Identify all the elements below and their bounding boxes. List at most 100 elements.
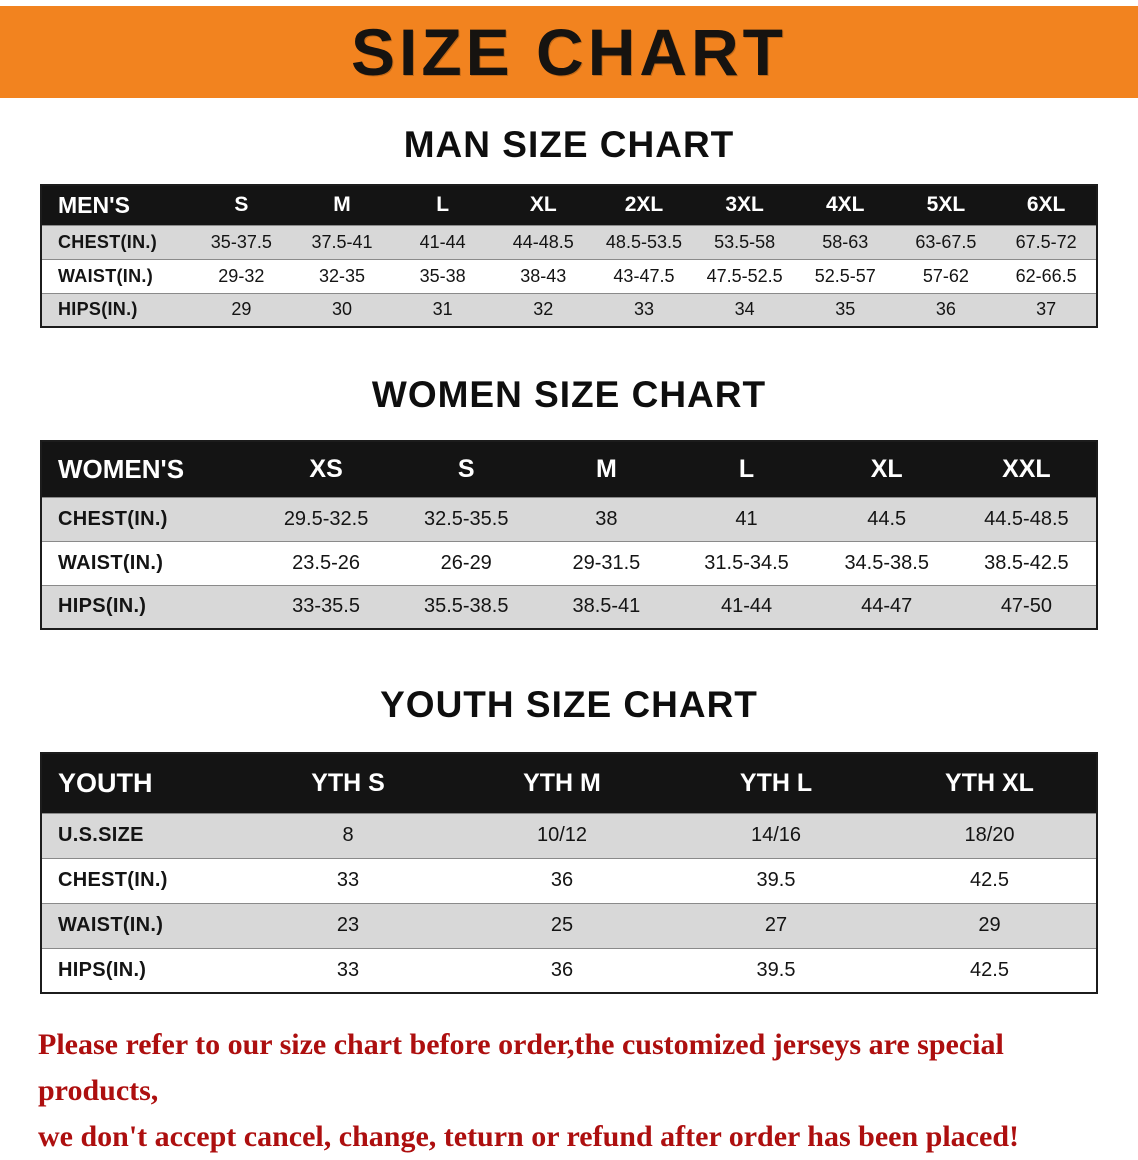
table-cell: 67.5-72 [996,224,1097,259]
header-row: WOMEN'S XS S M L XL XXL [41,441,1097,497]
row-label: WAIST(IN.) [41,540,256,585]
youth-size-table: YOUTH YTH S YTH M YTH L YTH XL U.S.SIZE 8 10/12… [40,752,1098,994]
table-cell: 47-50 [956,584,1097,629]
table-cell: 39.5 [669,947,883,993]
table-cell: 44.5 [816,496,957,541]
table-cell: 35-38 [392,258,493,293]
row-label: WAIST(IN.) [41,258,191,293]
order-notice: Please refer to our size chart before or… [38,1022,1100,1160]
table-cell: 37.5-41 [291,224,393,259]
column-header: YTH M [455,753,669,813]
table-row: HIPS(IN.) 33-35.5 35.5-38.5 38.5-41 41-44 44-… [41,584,1097,629]
table-row: WAIST(IN.) 23 25 27 29 [41,902,1097,948]
header-row: MEN'S S M L XL 2XL 3XL 4XL 5XL 6XL [41,185,1097,225]
table-cell: 35.5-38.5 [396,584,537,629]
table-cell: 8 [241,812,455,858]
table-cell: 36 [895,292,997,327]
table-cell: 26-29 [396,540,537,585]
table-cell: 38.5-41 [536,584,677,629]
column-header: XL [816,441,957,497]
table-cell: 29 [883,902,1097,948]
table-cell: 44-48.5 [492,224,594,259]
table-cell: 32-35 [291,258,393,293]
table-cell: 34.5-38.5 [816,540,957,585]
table-cell: 14/16 [669,812,883,858]
table-cell: 31.5-34.5 [676,540,817,585]
table-cell: 29 [191,292,292,327]
table-cell: 36 [455,947,669,993]
table-row: U.S.SIZE 8 10/12 14/16 18/20 [41,812,1097,858]
column-header: YTH XL [883,753,1097,813]
column-header: S [396,441,537,497]
column-header: 3XL [694,185,795,225]
table-row: HIPS(IN.) 29 30 31 32 33 34 35 36 37 [41,292,1097,327]
column-header: 6XL [996,185,1097,225]
table-cell: 39.5 [669,857,883,903]
table-cell: 37 [996,292,1097,327]
table-cell: 32 [492,292,594,327]
column-header: XL [492,185,594,225]
column-header: YTH S [241,753,455,813]
table-cell: 53.5-58 [694,224,795,259]
column-header: XXL [956,441,1097,497]
table-row: CHEST(IN.) 29.5-32.5 32.5-35.5 38 41 44.5 44.5… [41,496,1097,541]
table-cell: 29-31.5 [536,540,677,585]
size-chart-banner: SIZE CHART [0,6,1138,98]
row-label: CHEST(IN.) [41,496,256,541]
table-cell: 57-62 [895,258,997,293]
notice-line: we don't accept cancel, change, teturn o… [38,1120,1019,1153]
column-header: S [191,185,292,225]
row-label: U.S.SIZE [41,812,241,858]
table-cell: 36 [455,857,669,903]
table-cell: 41 [676,496,817,541]
table-cell: 41-44 [392,224,493,259]
notice-line: Please refer to our size chart before or… [38,1028,1004,1107]
table-cell: 42.5 [883,947,1097,993]
table-cell: 38-43 [492,258,594,293]
table-row: HIPS(IN.) 33 36 39.5 42.5 [41,947,1097,993]
column-header: 4XL [794,185,896,225]
table-cell: 35 [794,292,896,327]
column-header: WOMEN'S [41,441,256,497]
table-cell: 58-63 [794,224,896,259]
table-cell: 10/12 [455,812,669,858]
table-cell: 62-66.5 [996,258,1097,293]
table-cell: 35-37.5 [191,224,292,259]
column-header: YOUTH [41,753,241,813]
table-cell: 34 [694,292,795,327]
table-cell: 25 [455,902,669,948]
table-cell: 23 [241,902,455,948]
table-cell: 44.5-48.5 [956,496,1097,541]
column-header: M [291,185,393,225]
table-cell: 33 [241,857,455,903]
womens-size-table: WOMEN'S XS S M L XL XXL CHEST(IN.) 29.5-32.5 32.5… [40,440,1098,630]
column-header: YTH L [669,753,883,813]
table-cell: 38.5-42.5 [956,540,1097,585]
column-header: MEN'S [41,185,191,225]
table-cell: 33-35.5 [256,584,397,629]
row-label: CHEST(IN.) [41,224,191,259]
table-cell: 42.5 [883,857,1097,903]
table-cell: 63-67.5 [895,224,997,259]
table-row: CHEST(IN.) 33 36 39.5 42.5 [41,857,1097,903]
women-size-chart-heading: WOMEN SIZE CHART [371,374,767,415]
row-label: HIPS(IN.) [41,292,191,327]
column-header: 2XL [593,185,695,225]
table-cell: 30 [291,292,393,327]
table-cell: 33 [241,947,455,993]
table-cell: 38 [536,496,677,541]
column-header: XS [256,441,397,497]
table-row: CHEST(IN.) 35-37.5 37.5-41 41-44 44-48.5 48.5… [41,224,1097,259]
man-size-chart-heading: MAN SIZE CHART [403,124,735,165]
row-label: WAIST(IN.) [41,902,241,948]
column-header: L [676,441,817,497]
table-cell: 41-44 [676,584,817,629]
column-header: L [392,185,493,225]
table-cell: 47.5-52.5 [694,258,795,293]
table-cell: 32.5-35.5 [396,496,537,541]
youth-size-chart-heading: YOUTH SIZE CHART [380,684,758,725]
row-label: HIPS(IN.) [41,947,241,993]
mens-size-table: MEN'S S M L XL 2XL 3XL 4XL 5XL 6XL CHEST(IN.) 35-37… [40,184,1098,328]
page-title: SIZE CHART [351,15,787,89]
table-cell: 31 [392,292,493,327]
